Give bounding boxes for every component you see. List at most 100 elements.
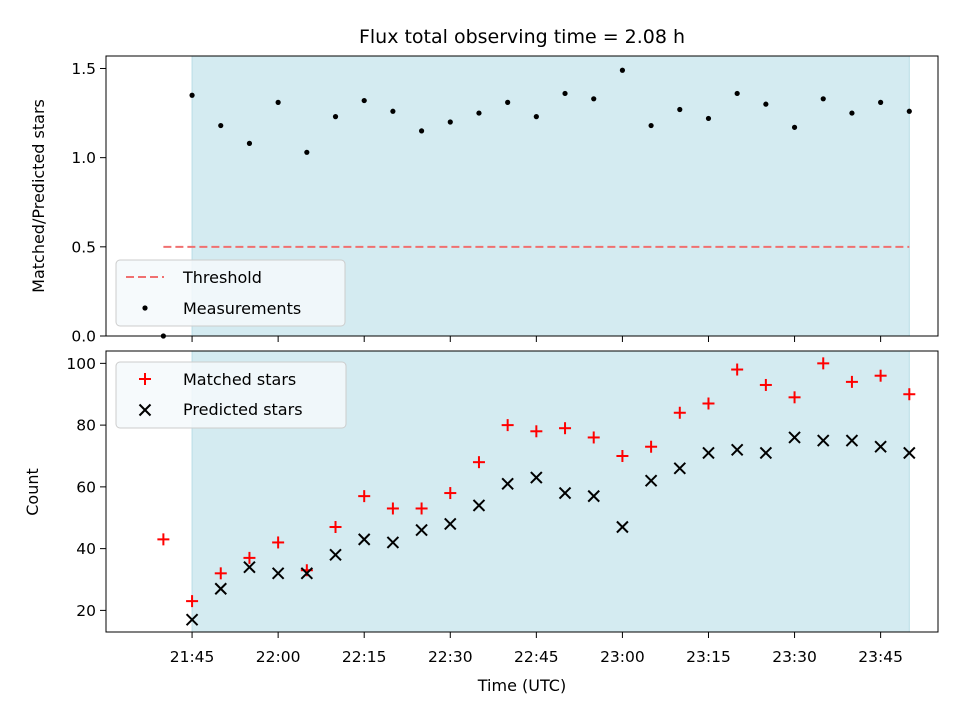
matched-star-point <box>214 567 227 580</box>
ratio-y-tick-label: 1.5 <box>71 60 96 78</box>
measurement-point <box>734 90 740 97</box>
count-x-tick-label: 23:45 <box>858 648 903 666</box>
count-x-tick-label: 21:45 <box>170 648 215 666</box>
matched-star-point <box>731 363 744 376</box>
ratio-y-tick-label: 0.5 <box>71 238 96 256</box>
predicted-star-point <box>386 536 400 549</box>
count-panel: 20 40 60 80 100 21:45 22:00 22:15 22:30 22:45 23:… <box>23 350 939 695</box>
predicted-star-point <box>903 446 916 460</box>
ratio-y-axis-label: Matched/Predicted stars <box>29 99 48 293</box>
matched-star-point <box>903 388 916 401</box>
measurement-point <box>849 110 855 116</box>
predicted-star-point <box>300 567 314 580</box>
predicted-star-point <box>874 440 887 453</box>
legend-predicted-swatch <box>138 403 152 417</box>
measurement-point <box>791 124 798 130</box>
measurement-point <box>677 106 683 113</box>
predicted-star-point <box>185 613 199 626</box>
predicted-star-point <box>759 446 773 460</box>
count-y-ticks: 20 40 60 80 100 <box>66 355 106 620</box>
measurement-point <box>820 96 826 102</box>
predicted-star-point <box>702 446 715 460</box>
predicted-star-point <box>472 499 486 512</box>
matched-star-point <box>788 391 801 404</box>
measurement-point <box>619 67 626 73</box>
measurement-point <box>447 119 453 125</box>
legend-threshold-label: Threshold <box>182 268 262 287</box>
predicted-star-point <box>415 523 428 537</box>
count-y-tick-label: 60 <box>76 478 96 496</box>
measurement-point <box>476 110 482 116</box>
ratio-legend: Threshold Measurements <box>115 259 346 327</box>
ratio-y-ticks: 0.0 0.5 1.0 1.5 <box>71 60 106 346</box>
predicted-star-point <box>444 517 457 531</box>
count-x-ticks: 21:45 22:00 22:15 22:30 22:45 23:00 23:15 23:30… <box>170 632 903 666</box>
measurement-point <box>763 101 769 107</box>
ratio-y-tick-label: 1.0 <box>71 149 96 167</box>
matched-star-point <box>157 533 170 546</box>
predicted-star-point <box>558 486 572 500</box>
measurement-point <box>390 108 396 114</box>
predicted-star-point <box>214 582 227 595</box>
predicted-star-point <box>644 474 658 487</box>
count-legend: Matched stars Predicted stars <box>115 361 347 429</box>
matched-star-point <box>243 551 256 564</box>
measurement-point <box>505 99 511 105</box>
legend-measurements-swatch <box>142 305 148 311</box>
matched-star-point <box>845 375 858 388</box>
ratio-panel-frame <box>105 55 939 337</box>
count-x-axis-label: Time (UTC) <box>477 676 566 695</box>
matched-star-point <box>587 431 600 444</box>
predicted-star-point <box>271 567 285 580</box>
legend-matched-label: Matched stars <box>183 370 296 389</box>
ratio-legend-box <box>115 259 346 327</box>
measurement-point <box>878 99 884 105</box>
legend-predicted-marker <box>138 403 152 417</box>
predicted-star-point <box>817 434 830 447</box>
count-y-tick-label: 20 <box>76 602 96 620</box>
matched-star-point <box>817 357 830 370</box>
matched-star-point <box>186 595 199 608</box>
legend-matched-swatch <box>139 373 151 385</box>
predicted-star-point <box>530 471 543 484</box>
matched-star-point <box>444 487 457 500</box>
count-x-tick-label: 23:15 <box>686 648 731 666</box>
matched-star-point <box>472 456 485 469</box>
legend-measurements-label: Measurements <box>183 299 301 318</box>
matched-star-point <box>874 369 887 382</box>
count-x-tick-label: 23:30 <box>772 648 817 666</box>
matched-star-point <box>673 406 686 419</box>
predicted-star-point <box>730 443 744 457</box>
count-y-axis-label: Count <box>23 468 42 516</box>
count-y-tick-label: 80 <box>76 417 96 435</box>
count-x-tick-label: 22:30 <box>428 648 473 666</box>
measurement-point <box>189 92 195 98</box>
matched-star-point <box>616 449 629 462</box>
measurement-point <box>418 128 425 134</box>
count-x-tick-label: 23:00 <box>600 648 645 666</box>
predicted-star-point <box>243 560 256 574</box>
matched-star-point <box>645 440 658 453</box>
count-y-tick-label: 40 <box>76 540 96 558</box>
legend-predicted-label: Predicted stars <box>183 400 303 419</box>
matched-star-point <box>272 536 285 549</box>
chart-title: Flux total observing time = 2.08 h <box>359 26 685 48</box>
measurement-point <box>218 122 224 129</box>
count-x-tick-label: 22:45 <box>514 648 559 666</box>
measurement-point <box>304 149 310 155</box>
matched-star-point <box>559 422 572 435</box>
measurement-point <box>533 114 539 120</box>
measurement-point <box>705 115 712 122</box>
matched-star-point <box>386 502 399 515</box>
count-x-tick-label: 22:00 <box>256 648 301 666</box>
legend-matched-marker <box>139 373 151 385</box>
count-legend-box <box>115 361 347 429</box>
count-panel-frame <box>105 350 939 633</box>
measurement-point <box>591 96 597 102</box>
matched-star-point <box>358 490 371 503</box>
predicted-star-point <box>673 462 687 475</box>
measurement-point <box>906 108 912 114</box>
matched-star-point <box>530 425 543 438</box>
predicted-star-point <box>357 533 371 546</box>
